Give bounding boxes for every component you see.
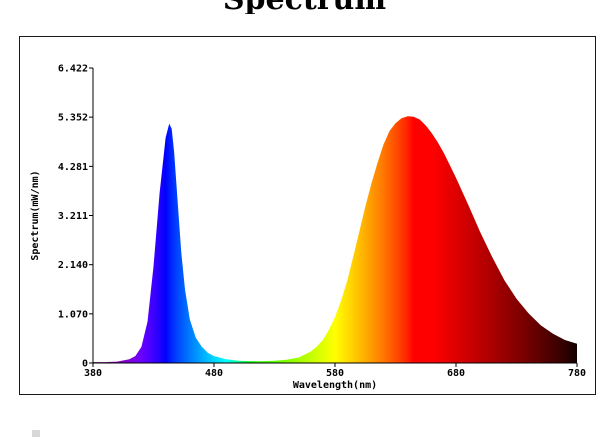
y-tick-label: 4.281 (58, 162, 88, 173)
x-tick-label: 380 (84, 368, 102, 379)
spectrum-chart: 0 1.070 2.140 3.211 4.281 5.352 6.422 380 480 58… (30, 64, 586, 392)
y-tick-label: 0 (82, 359, 88, 370)
x-axis-label: Wavelength(nm) (293, 380, 377, 391)
y-tick-label: 5.352 (58, 113, 88, 124)
bottom-fragment (32, 430, 40, 437)
x-tick-label: 580 (326, 368, 344, 379)
page-title-fragment: Spectrum (0, 0, 609, 14)
y-axis-ticks: 0 1.070 2.140 3.211 4.281 5.352 6.422 (58, 64, 93, 370)
y-tick-label: 6.422 (58, 64, 88, 75)
page-title-text: Spectrum (0, 0, 609, 14)
spectrum-area (93, 116, 577, 363)
x-tick-label: 780 (568, 368, 586, 379)
y-tick-label: 1.070 (58, 309, 88, 320)
x-axis-ticks: 380 480 580 680 780 (84, 363, 586, 379)
x-tick-label: 480 (205, 368, 223, 379)
x-tick-label: 680 (447, 368, 465, 379)
y-tick-label: 3.211 (58, 211, 88, 222)
y-tick-label: 2.140 (58, 260, 88, 271)
spectrum-chart-panel: 0 1.070 2.140 3.211 4.281 5.352 6.422 380 480 58… (19, 36, 596, 395)
y-axis-label: Spectrum(mW/nm) (30, 170, 41, 260)
